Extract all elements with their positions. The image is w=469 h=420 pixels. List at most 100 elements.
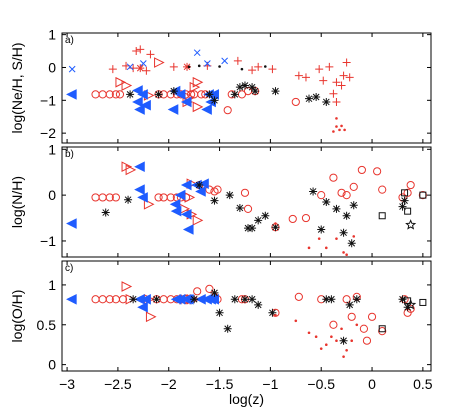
marker-triangle-left-2 <box>137 301 148 313</box>
panel-2: −1 0 1 b) log(N/H) <box>9 141 432 258</box>
marker-plus-13 <box>294 71 303 80</box>
marker-dot-6 <box>330 335 333 339</box>
x-tick-label: −2 <box>161 376 177 392</box>
marker-plus-21 <box>339 71 348 80</box>
marker-triangle-left-3 <box>137 192 148 203</box>
marker-star-3 <box>210 196 219 205</box>
marker-dot-2 <box>317 237 321 240</box>
marker-triangle-right-8 <box>154 57 165 68</box>
marker-triangle-left-8 <box>174 89 186 100</box>
marker-star-11 <box>309 187 318 196</box>
marker-plus-7 <box>169 62 178 71</box>
marker-circle-22 <box>349 182 358 191</box>
marker-square-2 <box>401 189 409 197</box>
marker-circle-4 <box>115 90 125 99</box>
marker-circle-22 <box>347 312 356 321</box>
marker-triangle-left-3 <box>134 104 145 115</box>
y-axis-label: log(N/H) <box>9 176 25 228</box>
marker-plus-9 <box>233 56 242 65</box>
marker-circle-27 <box>378 327 387 336</box>
marker-triangle-left-2 <box>134 184 145 195</box>
marker-circle-15 <box>243 204 253 213</box>
marker-circle-20 <box>329 173 338 182</box>
marker-star-8 <box>248 295 257 304</box>
marker-circle-17 <box>288 214 297 224</box>
marker-circle-28 <box>418 191 427 200</box>
marker-dot-1 <box>307 246 311 250</box>
marker-triangle-right-6 <box>192 101 204 113</box>
marker-circle-25 <box>362 336 372 345</box>
marker-dot-1 <box>197 64 201 68</box>
panel-frame <box>61 146 432 258</box>
marker-circle-2 <box>105 295 114 304</box>
marker-dot-4 <box>343 128 346 132</box>
marker-circle-30 <box>337 188 346 197</box>
marker-star-4 <box>210 96 219 105</box>
y-tick-label: 0 <box>48 187 56 203</box>
marker-plus-10 <box>248 66 257 75</box>
marker-triangle-left-6 <box>174 189 186 201</box>
marker-star-0 <box>136 64 145 73</box>
marker-triangle-right-1 <box>121 80 133 91</box>
marker-star-10 <box>271 223 280 232</box>
x-axis-label: log(z) <box>229 391 264 407</box>
marker-cross-5 <box>221 57 228 65</box>
y-tick-label: 0 <box>48 59 56 75</box>
y-tick-label: −1 <box>40 233 56 249</box>
marker-star-1 <box>124 195 133 204</box>
panel-label: a) <box>65 35 74 46</box>
marker-dot-5 <box>332 130 335 133</box>
marker-plus-24 <box>332 78 341 87</box>
marker-square-3 <box>419 191 427 199</box>
marker-dot-3 <box>324 246 328 250</box>
marker-plus-23 <box>345 73 354 82</box>
marker-triangle-left-8 <box>182 224 194 235</box>
marker-circle-2 <box>105 90 114 99</box>
marker-star-9 <box>254 300 263 309</box>
marker-square-0 <box>378 212 386 220</box>
marker-circle-29 <box>378 185 387 194</box>
marker-triangle-left-11 <box>201 104 212 115</box>
marker-star-2 <box>169 87 178 96</box>
marker-triangle-left-11 <box>195 186 206 197</box>
marker-dot-7 <box>352 235 356 238</box>
panel-label: b) <box>65 149 74 160</box>
marker-circle-26 <box>367 312 377 321</box>
marker-star-3 <box>205 90 214 99</box>
marker-star-2 <box>195 181 204 190</box>
marker-cross-4 <box>204 60 211 67</box>
marker-plus-16 <box>319 76 328 85</box>
marker-dot-7 <box>340 327 343 331</box>
marker-circle-20 <box>329 320 338 329</box>
marker-circle-12 <box>205 284 214 293</box>
marker-triangle-left-1 <box>132 85 143 96</box>
marker-circle-3 <box>111 193 120 202</box>
marker-triangle-left-4 <box>169 198 181 210</box>
marker-dot-11 <box>355 323 359 327</box>
marker-star-17 <box>347 239 356 248</box>
marker-star-1 <box>152 295 161 304</box>
marker-circle-2 <box>105 193 114 202</box>
marker-star-5 <box>235 203 244 212</box>
marker-dot-10 <box>350 339 354 343</box>
marker-triangle-left-9 <box>180 96 192 108</box>
marker-circle-24 <box>359 324 369 333</box>
marker-star-0 <box>101 208 110 217</box>
marker-plus-1 <box>136 45 145 54</box>
marker-square-0 <box>378 325 386 333</box>
marker-circle-21 <box>342 295 351 304</box>
y-tick-label: 0.5 <box>37 317 57 333</box>
x-tick-label: 0 <box>368 376 376 392</box>
marker-circle-6 <box>166 193 175 202</box>
marker-star-5 <box>230 90 239 99</box>
marker-circle-19 <box>223 106 232 115</box>
marker-star-16 <box>342 211 351 220</box>
panel-label: c) <box>65 263 73 274</box>
marker-star-13 <box>322 198 331 206</box>
marker-triangle-left-2 <box>132 96 143 108</box>
marker-triangle-left-12 <box>198 178 209 189</box>
marker-star-18 <box>349 201 358 210</box>
marker-star-15 <box>352 295 361 304</box>
marker-star-1 <box>183 62 192 71</box>
marker-plus-20 <box>337 81 346 90</box>
